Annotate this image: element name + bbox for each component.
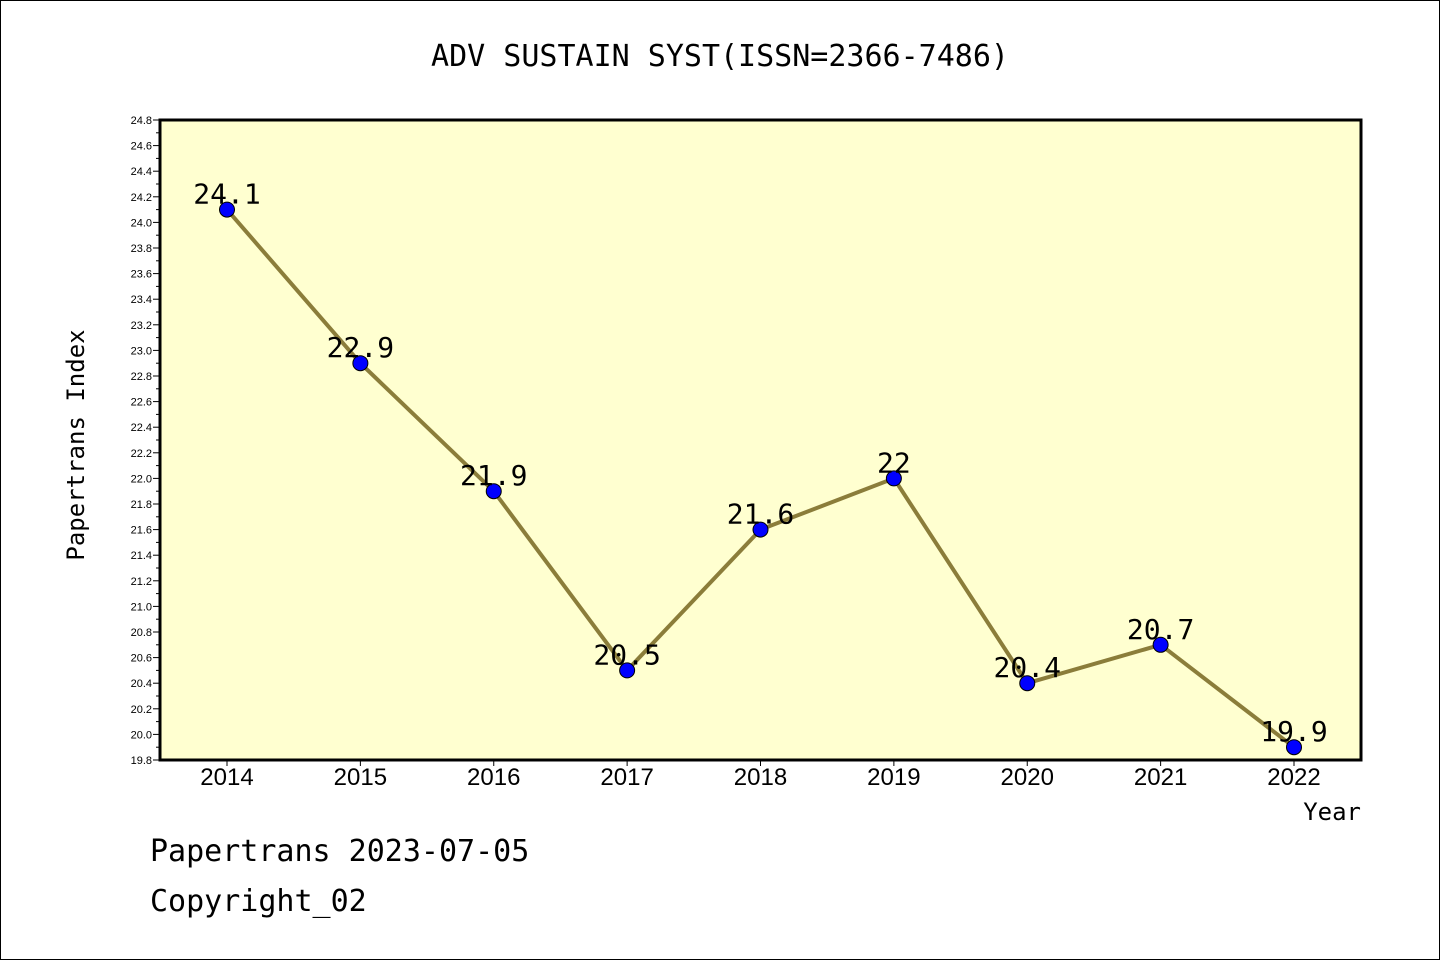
data-point <box>1019 675 1036 692</box>
plot-border <box>158 118 1363 762</box>
y-tick-label: 23.2 <box>131 320 152 332</box>
y-tick-label: 24.2 <box>131 192 152 204</box>
data-point <box>752 521 769 538</box>
footer-date: Papertrans 2023-07-05 <box>150 834 530 869</box>
data-label: 20.5 <box>593 638 660 671</box>
y-tick-label: 24.4 <box>131 166 152 178</box>
y-tick-label: 20.8 <box>131 627 152 639</box>
data-label: 22.9 <box>327 331 394 364</box>
data-label: 19.9 <box>1260 715 1327 748</box>
y-tick-label: 23.4 <box>131 294 152 306</box>
y-tick-label: 24.8 <box>131 115 152 127</box>
data-label: 20.4 <box>994 651 1061 684</box>
data-label: 21.9 <box>460 459 527 492</box>
data-label: 20.7 <box>1127 613 1194 646</box>
y-tick-label: 20.4 <box>131 678 152 690</box>
data-point <box>619 662 636 679</box>
x-tick-label: 2015 <box>334 764 387 791</box>
x-tick-label: 2019 <box>867 764 920 791</box>
data-point <box>1286 739 1302 756</box>
y-tick-label: 20.2 <box>131 704 152 716</box>
x-axis-label: Year <box>1303 798 1361 826</box>
y-axis-label: Papertrans Index <box>62 329 90 560</box>
y-tick-label: 21.0 <box>131 601 152 613</box>
data-point <box>219 201 235 218</box>
y-tick-label: 22.8 <box>131 371 152 383</box>
x-tick-label: 2017 <box>600 764 653 791</box>
x-tick-label: 2021 <box>1134 764 1187 791</box>
y-tick-label: 21.8 <box>131 499 152 511</box>
data-label: 24.1 <box>193 178 260 211</box>
data-point <box>1152 636 1169 653</box>
data-point <box>485 483 502 500</box>
y-tick-label: 23.6 <box>131 269 152 281</box>
y-tick-label: 22.6 <box>131 397 152 409</box>
x-tick-label: 2016 <box>467 764 520 791</box>
x-tick-label: 2018 <box>734 764 787 791</box>
data-label: 22 <box>877 446 911 479</box>
data-label: 21.6 <box>727 498 794 531</box>
y-tick-label: 22.2 <box>131 448 152 460</box>
y-tick-label: 21.4 <box>131 550 152 562</box>
y-tick-label: 23.0 <box>131 345 152 357</box>
y-tick-label: 24.6 <box>131 141 152 153</box>
y-tick-label: 22.4 <box>131 422 152 434</box>
data-point <box>885 470 902 487</box>
y-tick-label: 23.8 <box>131 243 152 255</box>
y-tick-label: 19.8 <box>131 755 152 767</box>
x-tick-label: 2014 <box>200 764 253 791</box>
footer-copyright: Copyright_02 <box>150 884 367 919</box>
series: 24.1 22.9 21.9 20.5 21.6 22 20.4 20.7 19.9 <box>193 178 1328 756</box>
y-tick-label: 20.0 <box>131 729 152 741</box>
x-tick-label: 2022 <box>1267 764 1320 791</box>
data-point <box>352 355 369 372</box>
x-tick-label: 2020 <box>1001 764 1054 791</box>
y-tick-label: 24.0 <box>131 217 152 229</box>
plot-area <box>160 120 1361 760</box>
x-axis: 2014 2015 2016 2017 2018 2019 2020 2021 2022 <box>200 760 1321 791</box>
y-tick-label: 21.6 <box>131 525 152 537</box>
y-tick-label: 21.2 <box>131 576 152 588</box>
y-tick-label: 22.0 <box>131 473 152 485</box>
y-axis: 19.8 20.0 20.2 20.4 20.6 20.8 21.0 21.2 21.4 21.6… <box>131 115 160 767</box>
chart-title: ADV SUSTAIN SYST(ISSN=2366-7486) <box>431 39 1009 74</box>
y-tick-label: 20.6 <box>131 653 152 665</box>
